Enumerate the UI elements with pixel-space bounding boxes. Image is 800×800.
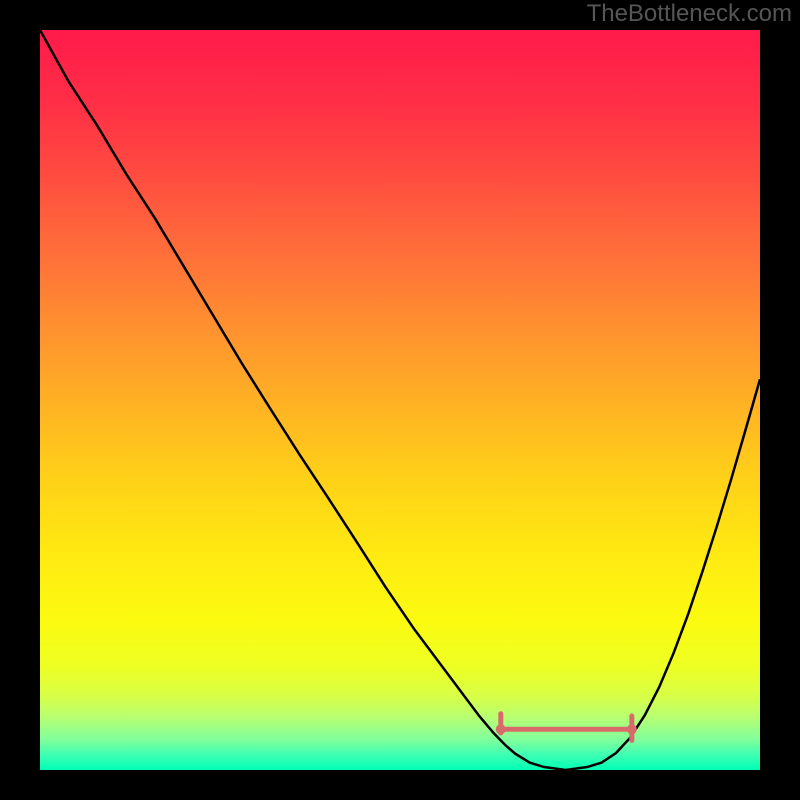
optimal-band-marker: [40, 30, 760, 770]
attribution-text: TheBottleneck.com: [587, 0, 792, 28]
plot-area: [40, 30, 760, 770]
